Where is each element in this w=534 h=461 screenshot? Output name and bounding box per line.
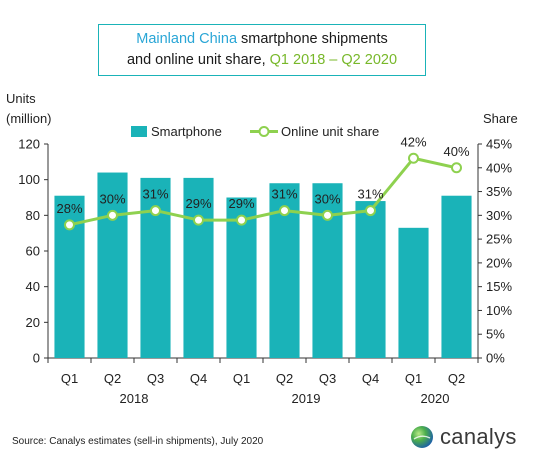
online-share-point: [322, 209, 333, 221]
legend-swatch-smartphone: [131, 126, 147, 137]
x-tick-label: Q2: [276, 371, 293, 386]
year-label: 2019: [292, 391, 321, 406]
legend-label-smartphone: Smartphone: [151, 124, 222, 139]
left-tick-label: 20: [26, 315, 40, 330]
bar-smartphone: [312, 183, 343, 358]
right-axis-title: Share: [483, 111, 518, 126]
online-share-point: [193, 214, 204, 226]
x-tick-label: Q1: [233, 371, 250, 386]
title-part-2: smartphone shipments: [237, 31, 388, 47]
right-tick-label: 0%: [486, 351, 505, 366]
left-tick-label: 40: [26, 279, 40, 294]
online-share-point: [107, 209, 118, 221]
right-tick-label: 5%: [486, 327, 505, 342]
online-share-data-label: 30%: [99, 191, 125, 206]
bar-smartphone: [398, 227, 429, 358]
year-label: 2018: [120, 391, 149, 406]
online-share-line: [69, 156, 457, 227]
bar-smartphone: [441, 195, 472, 358]
title-part-1: Mainland China: [136, 31, 238, 47]
online-share-point: [365, 205, 376, 217]
online-share-point: [64, 219, 75, 231]
right-tick-label: 40%: [486, 160, 512, 175]
right-tick-label: 45%: [486, 137, 512, 152]
bar-smartphone: [355, 201, 386, 358]
x-tick-label: Q1: [61, 371, 78, 386]
logo-wordmark: canalys: [440, 424, 517, 449]
bar-smartphone: [183, 177, 214, 358]
legend-label-online-share: Online unit share: [281, 124, 379, 139]
chart-title-box: Mainland China smartphone shipments and …: [98, 24, 426, 76]
chart-title-line-2: and online unit share, Q1 2018 – Q2 2020: [99, 50, 425, 71]
x-tick-label: Q3: [147, 371, 164, 386]
title-part-4: Q1 2018 – Q2 2020: [269, 52, 398, 68]
chart-title-line-1: Mainland China smartphone shipments: [99, 29, 425, 50]
online-share-data-label: 31%: [357, 187, 383, 202]
x-tick-label: Q1: [405, 371, 422, 386]
online-share-data-label: 30%: [314, 191, 340, 206]
x-tick-label: Q2: [104, 371, 121, 386]
year-label: 2020: [421, 391, 450, 406]
online-share-data-label: 31%: [142, 187, 168, 202]
title-part-3: and online unit share,: [126, 52, 270, 68]
chart-canvas: Units (million) Share Smartphone Online …: [6, 91, 518, 406]
right-tick-label: 10%: [486, 303, 512, 318]
right-tick-label: 25%: [486, 232, 512, 247]
online-share-point: [236, 214, 247, 226]
left-tick-label: 100: [18, 172, 40, 187]
globe-icon: [411, 426, 433, 448]
online-share-data-label: 29%: [185, 196, 211, 211]
left-tick-label: 0: [33, 351, 40, 366]
online-share-data-label: 42%: [400, 134, 426, 149]
legend-marker: [258, 126, 270, 137]
left-tick-label: 120: [18, 137, 40, 152]
online-share-data-label: 40%: [443, 144, 469, 159]
x-tick-label: Q3: [319, 371, 336, 386]
left-axis-title-line-2: (million): [6, 111, 52, 126]
left-axis-title-line-1: Units: [6, 91, 36, 106]
online-share-point: [279, 205, 290, 217]
x-tick-label: Q4: [190, 371, 207, 386]
left-tick-label: 60: [26, 244, 40, 259]
online-share-data-label: 28%: [56, 201, 82, 216]
x-tick-label: Q4: [362, 371, 379, 386]
right-tick-label: 35%: [486, 184, 512, 199]
source-note: Source: Canalys estimates (sell-in shipm…: [12, 436, 264, 447]
legend: Smartphone Online unit share: [131, 124, 379, 139]
online-share-data-label: 31%: [271, 187, 297, 202]
bar-smartphone: [140, 177, 171, 358]
right-tick-label: 15%: [486, 279, 512, 294]
x-tick-label: Q2: [448, 371, 465, 386]
right-tick-label: 30%: [486, 208, 512, 223]
online-share-point: [408, 152, 419, 164]
canalys-logo: canalys: [410, 422, 517, 452]
right-tick-label: 20%: [486, 255, 512, 270]
online-share-data-label: 29%: [228, 196, 254, 211]
bar-smartphone: [97, 172, 128, 358]
left-tick-label: 80: [26, 208, 40, 223]
online-share-point: [451, 162, 462, 174]
online-share-point: [150, 205, 161, 217]
